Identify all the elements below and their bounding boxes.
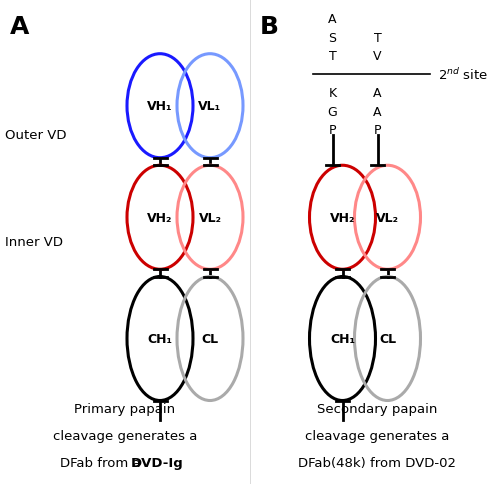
Text: S: S (328, 32, 336, 45)
Text: CH₁: CH₁ (330, 333, 355, 345)
Text: VH₁: VH₁ (147, 100, 173, 113)
Text: DFab(48k) from DVD-02: DFab(48k) from DVD-02 (298, 456, 456, 469)
Text: VL₂: VL₂ (198, 212, 222, 224)
Text: T: T (374, 32, 382, 45)
Text: V: V (373, 50, 382, 63)
Text: Primary papain: Primary papain (74, 403, 176, 415)
Text: A: A (10, 15, 29, 38)
Text: VL₂: VL₂ (376, 212, 399, 224)
Text: B: B (260, 15, 279, 38)
Text: K: K (328, 87, 336, 100)
Text: cleavage generates a: cleavage generates a (306, 429, 450, 442)
Text: G: G (328, 106, 338, 118)
Text: CH₁: CH₁ (148, 333, 172, 345)
Text: VH₂: VH₂ (330, 212, 355, 224)
Text: DFab from a: DFab from a (60, 456, 145, 469)
Text: P: P (329, 124, 336, 136)
Text: P: P (374, 124, 382, 136)
Text: CL: CL (379, 333, 396, 345)
Text: A: A (373, 106, 382, 118)
Text: DVD-Ig: DVD-Ig (131, 456, 184, 469)
Text: CL: CL (202, 333, 218, 345)
Text: A: A (328, 14, 337, 26)
Text: T: T (328, 50, 336, 63)
Text: Outer VD: Outer VD (5, 129, 66, 142)
Text: Inner VD: Inner VD (5, 236, 63, 248)
Text: Secondary papain: Secondary papain (318, 403, 438, 415)
Text: VH₂: VH₂ (148, 212, 172, 224)
Text: cleavage generates a: cleavage generates a (53, 429, 197, 442)
Text: VL₁: VL₁ (198, 100, 222, 113)
Text: A: A (373, 87, 382, 100)
Text: 2$^{nd}$ site: 2$^{nd}$ site (438, 67, 488, 83)
